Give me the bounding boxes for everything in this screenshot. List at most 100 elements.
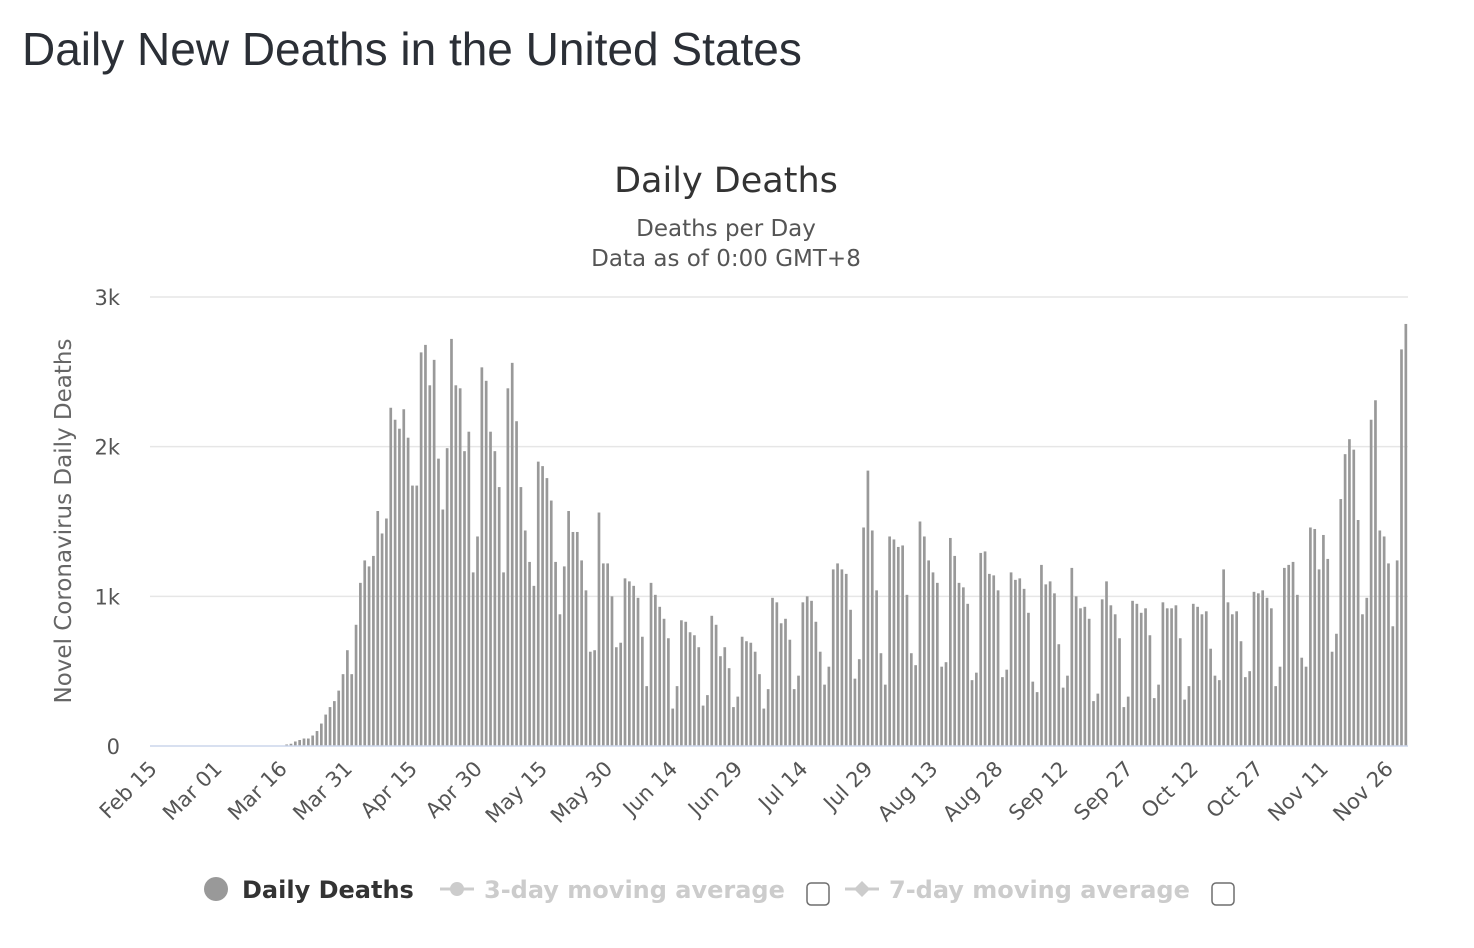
bar[interactable] [827, 666, 831, 746]
bar[interactable] [992, 575, 996, 746]
bar[interactable] [914, 665, 917, 746]
bar[interactable] [1027, 612, 1030, 746]
bar[interactable] [320, 723, 323, 746]
bar[interactable] [1300, 657, 1304, 746]
bar[interactable] [302, 738, 306, 746]
bar[interactable] [523, 530, 527, 746]
bar[interactable] [1239, 641, 1243, 746]
bar[interactable] [823, 684, 826, 746]
bar[interactable] [1230, 614, 1234, 746]
bar[interactable] [1209, 648, 1212, 746]
bar[interactable] [970, 680, 974, 746]
bar[interactable] [844, 573, 848, 746]
bar[interactable] [536, 461, 540, 746]
bar[interactable] [797, 675, 800, 746]
bar[interactable] [814, 621, 818, 746]
bar[interactable] [1296, 594, 1299, 746]
bar[interactable] [732, 707, 735, 746]
bar[interactable] [1348, 439, 1351, 746]
bar[interactable] [1235, 611, 1238, 746]
bar[interactable] [866, 470, 870, 746]
bar[interactable] [311, 735, 315, 746]
bar[interactable] [541, 466, 544, 746]
bar[interactable] [1400, 349, 1403, 746]
bar[interactable] [944, 662, 948, 746]
bar[interactable] [445, 448, 449, 746]
bar[interactable] [1031, 681, 1035, 746]
bar[interactable] [966, 603, 970, 746]
bar[interactable] [1053, 593, 1056, 746]
bar[interactable] [1322, 534, 1325, 746]
bar[interactable] [376, 511, 380, 746]
bar[interactable] [1105, 581, 1108, 746]
bar[interactable] [380, 533, 384, 746]
bar[interactable] [1213, 675, 1217, 746]
bar[interactable] [441, 509, 445, 746]
bar[interactable] [1148, 635, 1152, 746]
bar[interactable] [949, 537, 952, 746]
bar[interactable] [1170, 608, 1173, 746]
bar[interactable] [610, 596, 614, 746]
bar[interactable] [415, 485, 419, 746]
bar[interactable] [1001, 677, 1004, 746]
bar[interactable] [1087, 618, 1091, 746]
bar[interactable] [1174, 605, 1178, 746]
bar[interactable] [1009, 572, 1013, 746]
legend-item-7-day-moving-average[interactable]: 7-day moving average [845, 876, 1190, 904]
bar[interactable] [957, 582, 961, 746]
bar[interactable] [1274, 686, 1278, 746]
bar[interactable] [801, 602, 805, 746]
bar[interactable] [1014, 579, 1017, 746]
bar[interactable] [918, 521, 922, 747]
bar[interactable] [1200, 614, 1204, 746]
bar[interactable] [1270, 608, 1273, 746]
bar[interactable] [740, 636, 744, 746]
bar[interactable] [654, 594, 657, 746]
bar[interactable] [1365, 597, 1369, 746]
bar[interactable] [341, 674, 345, 746]
bar[interactable] [953, 555, 957, 746]
bar[interactable] [727, 668, 731, 746]
bar[interactable] [706, 695, 709, 746]
bar[interactable] [922, 536, 926, 746]
bar[interactable] [532, 585, 536, 746]
bar[interactable] [641, 636, 644, 746]
bar[interactable] [1217, 680, 1221, 746]
bar[interactable] [1109, 605, 1113, 746]
bar[interactable] [1252, 591, 1256, 746]
bar[interactable] [484, 380, 488, 746]
bar[interactable] [909, 653, 913, 746]
bar[interactable] [1135, 603, 1139, 746]
bar[interactable] [628, 581, 631, 746]
bar[interactable] [1243, 677, 1247, 746]
bar[interactable] [792, 689, 796, 746]
bar[interactable] [779, 623, 783, 746]
bar[interactable] [1283, 567, 1286, 746]
bar[interactable] [454, 385, 458, 746]
bar[interactable] [1057, 644, 1061, 746]
checkbox-7-day-moving-average[interactable] [1211, 882, 1235, 906]
bar[interactable] [719, 656, 722, 746]
bar[interactable] [1118, 638, 1121, 746]
bar[interactable] [389, 407, 393, 746]
bar[interactable] [675, 686, 679, 746]
bar[interactable] [758, 674, 761, 746]
bar[interactable] [636, 597, 640, 746]
bar[interactable] [363, 560, 367, 746]
bar[interactable] [333, 701, 336, 746]
bar[interactable] [467, 431, 471, 746]
bar[interactable] [714, 624, 718, 746]
bar[interactable] [359, 582, 362, 746]
bar[interactable] [1287, 564, 1291, 746]
bar[interactable] [463, 451, 466, 746]
bar[interactable] [372, 555, 375, 746]
bar[interactable] [693, 635, 696, 746]
bar[interactable] [337, 690, 341, 746]
bar[interactable] [901, 545, 904, 746]
bar[interactable] [1083, 606, 1087, 746]
bar[interactable] [588, 651, 592, 746]
bar[interactable] [575, 531, 579, 746]
bar[interactable] [805, 596, 809, 746]
bar[interactable] [493, 451, 497, 746]
bar[interactable] [723, 647, 727, 746]
